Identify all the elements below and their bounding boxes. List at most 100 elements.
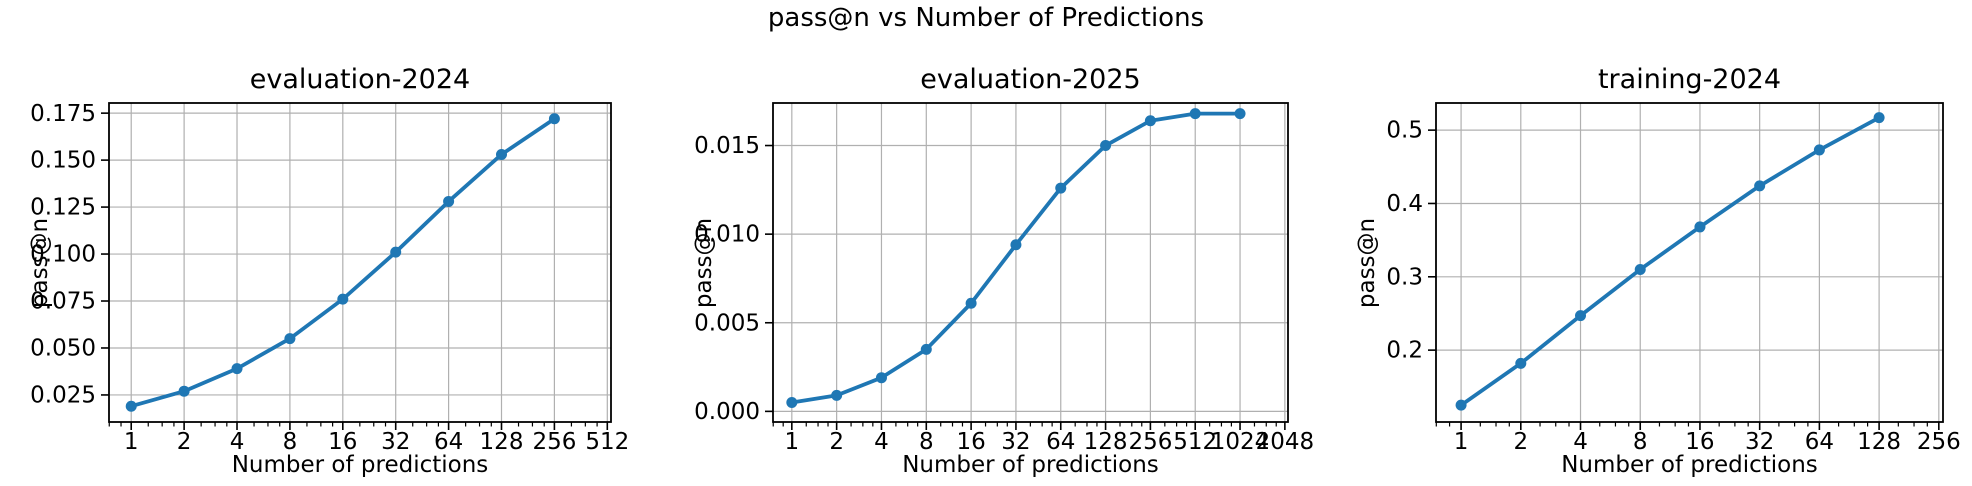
data-point bbox=[548, 113, 560, 125]
x-tick-label: 8 bbox=[283, 429, 298, 455]
axes-evaluation-2024: 0.025 0.050 0.075 0.100 0.125 0.150 0.175 1 2 4 8 1… bbox=[30, 101, 629, 455]
y-tick-label: 0.125 bbox=[30, 195, 96, 221]
data-point bbox=[1873, 112, 1885, 124]
x-axis-label: Number of predictions bbox=[231, 452, 489, 478]
plot-title-training-2024: training-2024 bbox=[1597, 64, 1782, 95]
data-point bbox=[1055, 182, 1067, 194]
x-tick-label: 4 bbox=[874, 429, 889, 455]
tick-labels: 0.000 0.005 0.010 0.015 1 2 4 8 16 32 64 128 256 5121… bbox=[694, 133, 1314, 455]
x-tick-label: 128 bbox=[1084, 429, 1128, 455]
x-tick-label: 256 bbox=[532, 429, 576, 455]
x-tick-label: 1 bbox=[124, 429, 139, 455]
y-tick-label: 0.050 bbox=[30, 336, 96, 362]
data-point bbox=[875, 372, 887, 384]
figure-title: pass@n vs Number of Predictions bbox=[767, 3, 1205, 33]
data-markers bbox=[1455, 112, 1885, 411]
axes-frame bbox=[772, 102, 1289, 423]
axes-evaluation-2025: 0.000 0.005 0.010 0.015 1 2 4 8 16 32 64 128 256 5121… bbox=[694, 102, 1314, 455]
x-tick-label: 8 bbox=[1633, 429, 1648, 455]
data-point bbox=[1144, 115, 1156, 127]
x-tick-label: 16 bbox=[328, 429, 357, 455]
data-point bbox=[1455, 399, 1467, 411]
x-axis-label: Number of predictions bbox=[902, 452, 1159, 478]
data-point bbox=[1634, 263, 1646, 275]
x-tick-label: 64 bbox=[434, 429, 463, 455]
data-point bbox=[786, 397, 798, 409]
data-line bbox=[1459, 115, 1882, 408]
axes-frame bbox=[1435, 102, 1944, 423]
data-markers bbox=[786, 108, 1246, 409]
data-point bbox=[1234, 108, 1246, 120]
data-point bbox=[1754, 180, 1766, 192]
y-tick-label: 0.075 bbox=[30, 289, 96, 315]
x-tick-label: 2 bbox=[1513, 429, 1528, 455]
y-tick-label: 0.3 bbox=[1386, 264, 1423, 290]
gridlines bbox=[1436, 103, 1943, 422]
data-point bbox=[231, 363, 243, 375]
y-tick-label: 0.010 bbox=[694, 222, 760, 248]
data-point bbox=[1100, 140, 1112, 152]
x-axis-label: Number of predictions bbox=[1561, 452, 1818, 478]
data-point bbox=[390, 246, 402, 258]
y-tick-label: 0.4 bbox=[1386, 191, 1423, 217]
data-point bbox=[1813, 144, 1825, 156]
data-point bbox=[1694, 221, 1706, 233]
tick-labels: 0.025 0.050 0.075 0.100 0.125 0.150 0.175 1 2 4 8 1… bbox=[30, 101, 629, 455]
data-point bbox=[178, 385, 190, 397]
x-tick-label: 1 bbox=[785, 429, 800, 455]
x-tick-label: 256 bbox=[1917, 429, 1961, 455]
data-point bbox=[1010, 239, 1022, 251]
x-tick-label: 64 bbox=[1805, 429, 1834, 455]
axes-frame bbox=[108, 102, 612, 423]
y-tick-label: 0.015 bbox=[694, 133, 760, 159]
data-point bbox=[965, 297, 977, 309]
y-axis-label: pass@n bbox=[1354, 217, 1380, 308]
data-point bbox=[496, 148, 508, 160]
y-tick-label: 0.175 bbox=[30, 101, 96, 127]
x-tick-label: 1 bbox=[1454, 429, 1469, 455]
gridlines bbox=[773, 103, 1288, 422]
x-tick-label: 2 bbox=[829, 429, 844, 455]
x-tick-label: 8 bbox=[919, 429, 934, 455]
y-tick-label: 0.025 bbox=[30, 383, 96, 409]
x-tick-label: 4 bbox=[230, 429, 245, 455]
data-markers bbox=[125, 113, 560, 412]
x-tick-label: 512 bbox=[585, 429, 629, 455]
x-tick-label: 16 bbox=[956, 429, 985, 455]
x-tick-label: 256 bbox=[1128, 429, 1172, 455]
data-point bbox=[125, 400, 137, 412]
tick-labels: 0.2 0.3 0.4 0.5 1 2 4 8 16 32 64 128 256 bbox=[1386, 118, 1960, 455]
plot-title-evaluation-2024: evaluation-2024 bbox=[249, 64, 471, 95]
y-tick-label: 0.150 bbox=[30, 148, 96, 174]
y-tick-label: 0.5 bbox=[1386, 118, 1423, 144]
data-point bbox=[1575, 310, 1587, 322]
y-tick-label: 0.000 bbox=[694, 399, 760, 425]
x-tick-label: 16 bbox=[1685, 429, 1714, 455]
x-tick-label: 2048 bbox=[1256, 429, 1315, 455]
x-tick-label: 32 bbox=[1745, 429, 1774, 455]
x-tick-label: 2 bbox=[177, 429, 192, 455]
y-tick-label: 0.100 bbox=[30, 242, 96, 268]
data-point bbox=[1515, 357, 1527, 369]
tick-marks bbox=[1428, 129, 1940, 430]
data-point bbox=[920, 343, 932, 355]
x-tick-label: 128 bbox=[480, 429, 524, 455]
data-point bbox=[284, 333, 296, 345]
axes-training-2024: 0.2 0.3 0.4 0.5 1 2 4 8 16 32 64 128 256 bbox=[1386, 102, 1961, 455]
x-tick-label: 1024 bbox=[1211, 429, 1270, 455]
data-point bbox=[337, 293, 349, 305]
x-tick-label: 512 bbox=[1173, 429, 1217, 455]
y-tick-label: 0.2 bbox=[1386, 338, 1423, 364]
x-tick-label: 4 bbox=[1573, 429, 1588, 455]
x-tick-label: 64 bbox=[1046, 429, 1075, 455]
data-point bbox=[831, 389, 843, 401]
tick-marks bbox=[765, 144, 1286, 430]
plot-title-evaluation-2025: evaluation-2025 bbox=[920, 64, 1141, 95]
x-tick-label: 128 bbox=[1857, 429, 1901, 455]
x-tick-label: 32 bbox=[381, 429, 410, 455]
gridlines bbox=[109, 103, 611, 422]
x-tick-label: 32 bbox=[1001, 429, 1030, 455]
data-point bbox=[1189, 108, 1201, 120]
data-point bbox=[443, 195, 455, 207]
